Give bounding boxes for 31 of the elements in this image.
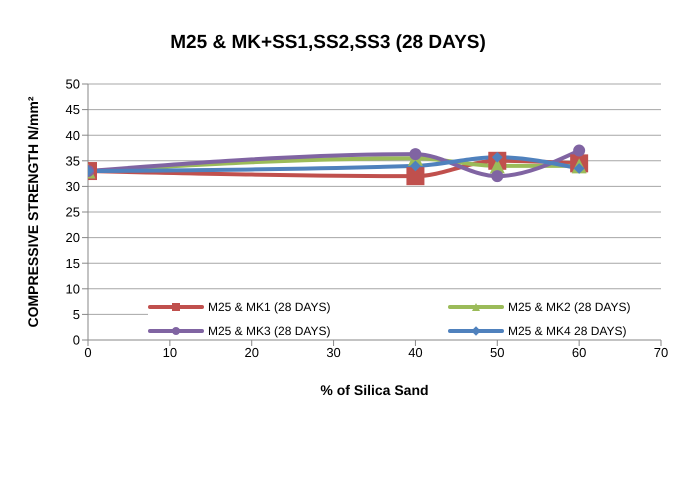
- y-tick-label: 15: [66, 256, 80, 271]
- x-tick-label: 20: [244, 345, 259, 360]
- x-tick-label: 60: [572, 345, 586, 360]
- point: [573, 144, 586, 157]
- y-tick-label: 35: [66, 153, 80, 168]
- y-tick-label: 50: [66, 76, 80, 92]
- legend-label: M25 & MK2 (28 DAYS): [508, 300, 630, 314]
- y-tick-label: 0: [72, 332, 80, 348]
- y-axis-title: COMPRESSIVE STRENGTH N/mm²: [24, 96, 41, 328]
- point: [406, 167, 424, 186]
- legend-label: M25 & MK4 28 DAYS): [508, 324, 626, 338]
- x-tick-label: 10: [162, 345, 178, 360]
- y-tick-label: 10: [66, 281, 80, 296]
- y-tick-label: 20: [66, 230, 80, 246]
- x-tick-label: 70: [654, 345, 668, 360]
- point: [410, 160, 421, 172]
- legend-label: M25 & MK1 (28 DAYS): [208, 300, 330, 314]
- point: [409, 148, 422, 160]
- y-tick-label: 40: [66, 128, 80, 143]
- x-tick-label: 50: [490, 345, 505, 360]
- legend-label: M25 & MK3 (28 DAYS): [208, 324, 330, 338]
- y-tick-label: 30: [66, 179, 80, 194]
- x-tick-label: 0: [84, 345, 92, 360]
- y-tick-label: 45: [66, 102, 80, 118]
- point: [491, 170, 504, 182]
- y-tick-label: 25: [66, 204, 80, 220]
- x-axis-title: % of Silica Sand: [320, 382, 429, 398]
- x-tick-label: 30: [326, 345, 341, 360]
- x-tick-label: 40: [408, 345, 423, 360]
- y-tick-label: 5: [72, 307, 80, 322]
- chart-title: M25 & MK+SS1,SS2,SS3 (28 DAYS): [169, 32, 487, 54]
